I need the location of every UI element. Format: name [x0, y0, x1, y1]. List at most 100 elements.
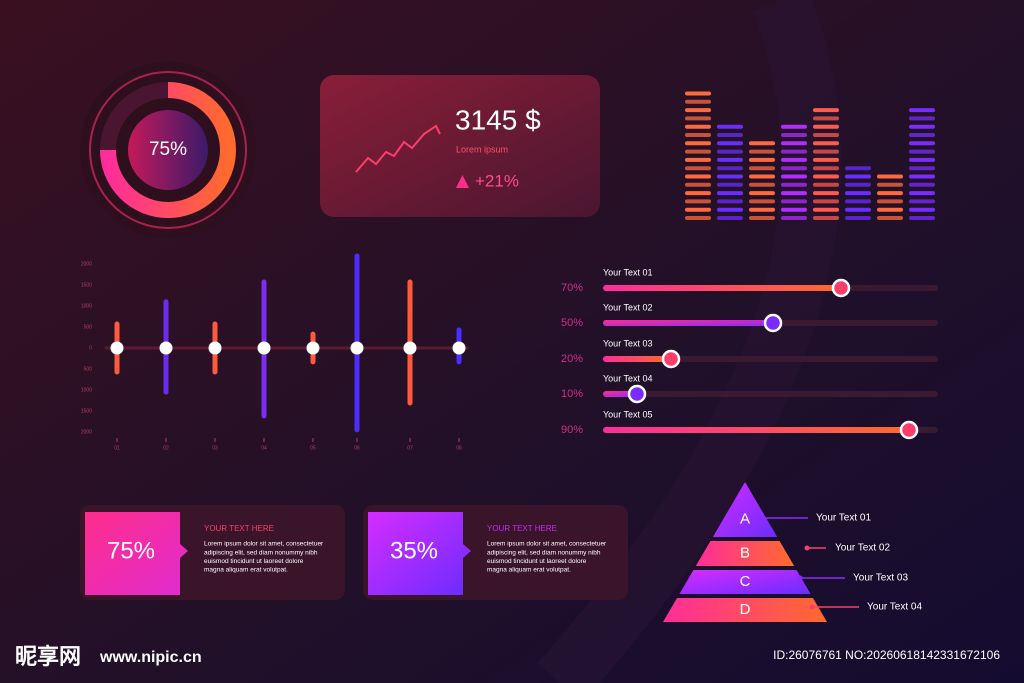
pyramid-dot	[759, 515, 765, 521]
eq-segment	[813, 216, 839, 220]
pyramid-dot	[797, 575, 803, 581]
slider-knob	[899, 420, 919, 440]
eq-segment	[909, 124, 935, 129]
pyramid-dot	[809, 604, 815, 610]
slider-percent: 90%	[561, 424, 583, 436]
slider-percent: 20%	[561, 353, 583, 365]
eq-segment	[813, 133, 839, 137]
slider-knob	[831, 278, 851, 298]
x-tick-label: 05	[310, 445, 316, 451]
card-title: YOUR TEXT HERE	[487, 524, 557, 533]
eq-segment	[685, 166, 711, 171]
card-text: magna aliquam erat volutpat.	[487, 567, 571, 574]
eq-segment	[813, 182, 839, 187]
eq-segment	[845, 191, 871, 196]
sliders: Your Text 01 70% Your Text 02 50% Your Text …	[561, 267, 938, 440]
eq-segment	[717, 141, 743, 146]
slider-percent: 50%	[561, 317, 583, 329]
slider-track	[603, 391, 938, 397]
eq-segment	[877, 207, 903, 212]
pyramid-band	[695, 541, 795, 566]
eq-segment	[781, 157, 807, 162]
eq-segment	[685, 216, 711, 220]
eq-segment	[717, 216, 743, 220]
kpi-card	[320, 75, 600, 217]
eq-segment	[685, 191, 711, 196]
range-knob	[452, 341, 466, 355]
eq-segment	[717, 199, 743, 204]
eq-column	[749, 141, 775, 220]
slider-knob	[763, 313, 783, 333]
eq-segment	[685, 116, 711, 121]
donut-ring	[89, 71, 247, 229]
eq-segment	[909, 207, 935, 212]
eq-segment	[685, 199, 711, 204]
cards: 75% YOUR TEXT HERE Lorem ipsum dolor sit a…	[80, 505, 628, 600]
card-value: 75%	[107, 537, 155, 564]
y-tick-label: 2000	[81, 429, 92, 435]
eq-segment	[877, 191, 903, 196]
eq-segment	[877, 174, 903, 179]
slider-fill	[603, 285, 841, 291]
slider-knob	[661, 349, 681, 369]
eq-segment	[685, 124, 711, 129]
range-chart: 2000 1500 1000 500 0 500 1000 1500 2000 01 02 03 04 0…	[81, 253, 468, 451]
donut-arc	[100, 82, 236, 218]
range-knob	[350, 341, 364, 355]
eq-segment	[781, 207, 807, 212]
pyramid-text: Your Text 01	[816, 513, 871, 524]
kpi-change: +21%	[475, 171, 519, 190]
eq-segment	[877, 216, 903, 220]
eq-segment	[813, 108, 839, 113]
eq-segment	[781, 191, 807, 196]
eq-segment	[717, 174, 743, 179]
eq-column	[877, 174, 903, 220]
card-text: Lorem ipsum dolor sit amet, consectetuer	[204, 541, 324, 548]
slider-percent: 70%	[561, 282, 583, 294]
slider-knob	[627, 384, 647, 404]
slider-name: Your Text 05	[603, 409, 653, 419]
range-knob	[159, 341, 173, 355]
eq-segment	[685, 157, 711, 162]
slider-name: Your Text 02	[603, 302, 653, 312]
range-knob	[257, 341, 271, 355]
eq-segment	[781, 199, 807, 204]
eq-segment	[781, 141, 807, 146]
eq-segment	[685, 174, 711, 179]
y-tick-label: 500	[84, 324, 93, 330]
eq-segment	[717, 207, 743, 212]
slider-fill	[603, 320, 773, 326]
eq-segment	[909, 149, 935, 154]
eq-segment	[813, 149, 839, 154]
eq-segment	[845, 207, 871, 212]
range-knob	[110, 341, 124, 355]
eq-segment	[749, 157, 775, 162]
eq-segment	[781, 174, 807, 179]
pyramid-dot	[804, 545, 810, 551]
slider-name: Your Text 03	[603, 338, 653, 348]
range-knob	[208, 341, 222, 355]
x-tick-label: 03	[212, 445, 218, 451]
card-text: adipiscing elit, sed diam nonummy nibh	[487, 549, 601, 556]
eq-segment	[685, 141, 711, 146]
eq-segment	[845, 166, 871, 171]
eq-segment	[749, 166, 775, 171]
slider-fill	[603, 356, 671, 362]
sparkline	[355, 124, 441, 173]
eq-segment	[749, 207, 775, 212]
card-text: euismod tincidunt ut laoreet dolore	[487, 558, 587, 565]
card-text: euismod tincidunt ut laoreet dolore	[204, 558, 304, 565]
x-tick-label: 06	[354, 445, 360, 451]
eq-segment	[781, 216, 807, 220]
eq-segment	[813, 207, 839, 212]
pyramid-band	[679, 570, 811, 594]
eq-segment	[717, 182, 743, 187]
slider-track	[603, 356, 938, 362]
slider-percent: 10%	[561, 388, 583, 400]
eq-segment	[717, 149, 743, 154]
eq-segment	[877, 182, 903, 187]
card-text: adipiscing elit, sed diam nonummy nibh	[204, 549, 318, 556]
eq-segment	[813, 116, 839, 121]
